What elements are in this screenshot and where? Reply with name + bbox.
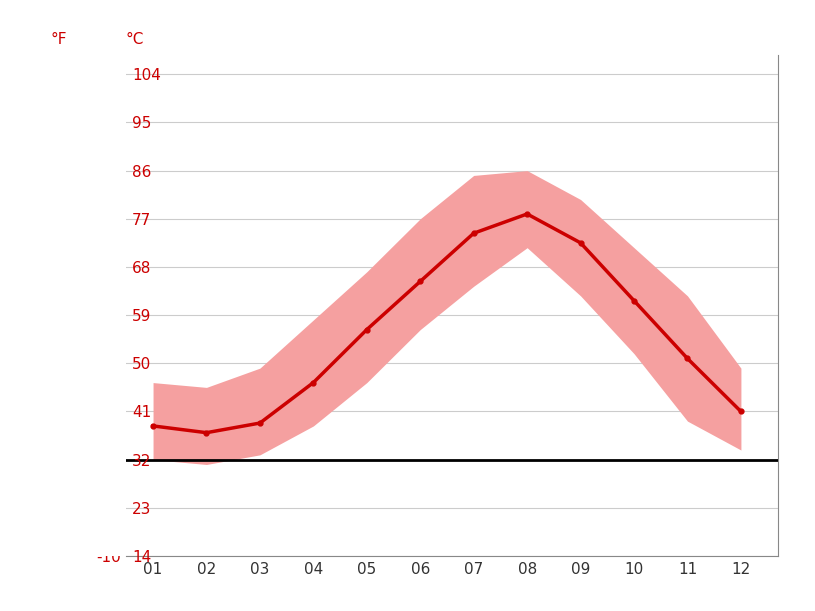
Text: °F: °F: [51, 32, 67, 47]
Text: °C: °C: [126, 32, 143, 47]
